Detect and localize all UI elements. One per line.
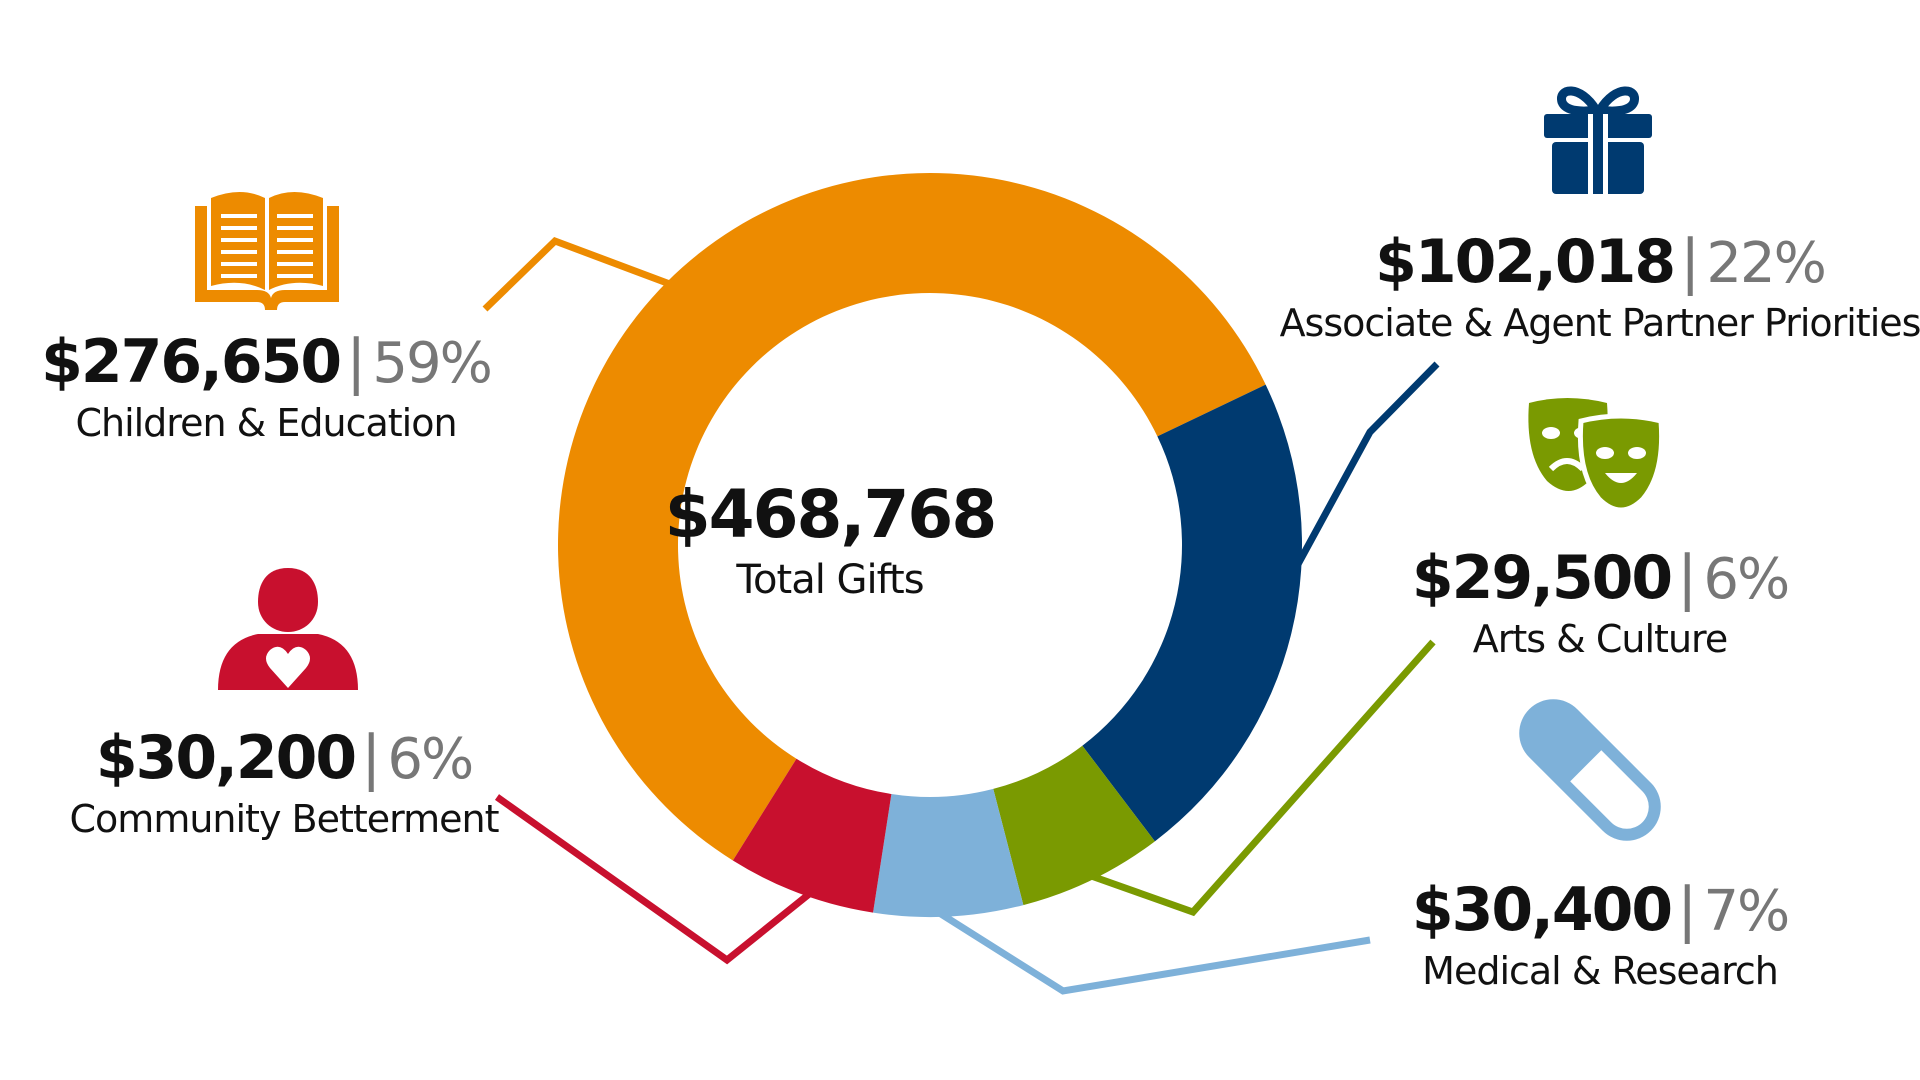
donut-slices <box>558 172 1302 918</box>
slice-arts-culture <box>993 745 1155 906</box>
slice-associate-agent-partner-priorities <box>1082 384 1302 842</box>
total-caption: Total Gifts <box>736 557 924 603</box>
slice-children-education <box>558 172 1266 861</box>
theater-masks-icon <box>1528 398 1665 513</box>
separator: | <box>346 327 367 397</box>
leader-line-children-education <box>482 236 710 312</box>
category-label: Arts & Culture <box>1472 617 1728 661</box>
category-label: Associate & Agent Partner Priorities <box>1279 301 1920 345</box>
gift-icon <box>1544 86 1652 194</box>
percent-label: 59% <box>372 331 492 396</box>
total-value: $468,768 <box>664 476 998 553</box>
percent-label: 6% <box>387 727 474 792</box>
leader-line-medical-research <box>897 884 1371 995</box>
leader-line-arts-culture <box>1056 639 1436 917</box>
percent-label: 7% <box>1703 879 1790 944</box>
pill-icon <box>1519 699 1661 841</box>
amount-label: $29,500 <box>1411 543 1673 613</box>
leader-line-community-betterment <box>494 794 836 965</box>
separator: | <box>1680 227 1701 297</box>
label-associate-agent: $102,018 | 22% Associate & Agent Partner P… <box>1280 232 1920 342</box>
amount-label: $30,400 <box>1411 875 1673 945</box>
category-label: Community Betterment <box>69 797 500 841</box>
amount-label: $102,018 <box>1375 227 1676 297</box>
person-heart-icon <box>218 568 358 690</box>
percent-label: 22% <box>1706 231 1826 296</box>
book-icon <box>195 192 339 310</box>
label-community-betterment: $30,200 | 6% Community Betterment <box>69 727 500 841</box>
amount-label: $30,200 <box>95 723 357 793</box>
slice-community-betterment <box>732 758 892 913</box>
label-children-education: $276,650 | 59% Children & Education <box>41 331 493 445</box>
amount-label: $276,650 <box>41 327 342 397</box>
slice-medical-research <box>873 788 1024 918</box>
category-label: Medical & Research <box>1422 949 1779 993</box>
label-arts-culture: $29,500 | 6% Arts & Culture <box>1412 547 1790 661</box>
percent-label: 6% <box>1703 547 1790 612</box>
separator: | <box>1677 543 1698 613</box>
separator: | <box>361 723 382 793</box>
label-medical-research: $30,400 | 7% Medical & Research <box>1412 879 1790 993</box>
separator: | <box>1677 875 1698 945</box>
category-label: Children & Education <box>75 401 457 445</box>
center-total: $468,768 Total Gifts <box>570 476 1090 603</box>
